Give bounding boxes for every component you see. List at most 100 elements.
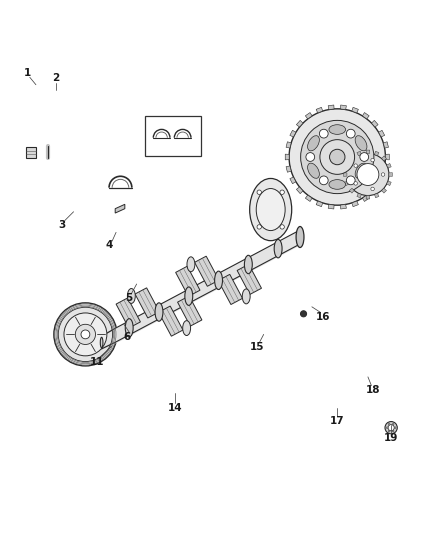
Ellipse shape <box>307 163 319 179</box>
Ellipse shape <box>256 189 285 231</box>
Ellipse shape <box>242 289 250 304</box>
Circle shape <box>257 190 261 195</box>
Polygon shape <box>345 164 349 168</box>
Ellipse shape <box>155 303 163 321</box>
Polygon shape <box>357 151 361 156</box>
Circle shape <box>300 120 374 193</box>
Polygon shape <box>350 156 354 161</box>
Circle shape <box>346 130 355 138</box>
Polygon shape <box>378 177 385 184</box>
Polygon shape <box>290 177 296 184</box>
Ellipse shape <box>307 136 319 151</box>
Ellipse shape <box>215 271 223 289</box>
Text: 15: 15 <box>250 342 265 352</box>
Ellipse shape <box>329 125 346 134</box>
Polygon shape <box>378 130 385 137</box>
Circle shape <box>394 427 396 429</box>
Circle shape <box>257 225 261 229</box>
Circle shape <box>392 423 394 425</box>
Polygon shape <box>286 166 291 172</box>
Polygon shape <box>177 296 202 326</box>
Ellipse shape <box>244 255 252 273</box>
Text: 2: 2 <box>53 73 60 83</box>
Circle shape <box>75 324 95 344</box>
Polygon shape <box>135 288 159 318</box>
Circle shape <box>392 430 394 432</box>
Circle shape <box>388 425 394 431</box>
Circle shape <box>389 423 390 425</box>
Polygon shape <box>366 150 370 154</box>
Circle shape <box>306 152 314 161</box>
Text: 18: 18 <box>366 385 381 395</box>
Circle shape <box>289 109 385 205</box>
Polygon shape <box>345 181 349 185</box>
Polygon shape <box>340 105 346 110</box>
Polygon shape <box>297 187 303 193</box>
Bar <box>145 116 201 156</box>
Ellipse shape <box>329 180 346 189</box>
Polygon shape <box>343 173 347 176</box>
Polygon shape <box>176 266 200 296</box>
Text: 16: 16 <box>316 312 331 322</box>
Polygon shape <box>350 188 354 193</box>
Circle shape <box>64 313 107 356</box>
Polygon shape <box>383 142 389 148</box>
Circle shape <box>329 149 345 165</box>
Polygon shape <box>352 201 358 207</box>
Polygon shape <box>352 107 358 113</box>
Polygon shape <box>362 195 369 201</box>
Polygon shape <box>286 142 291 148</box>
Circle shape <box>280 190 284 195</box>
Text: 11: 11 <box>90 357 105 367</box>
Polygon shape <box>159 306 183 336</box>
Ellipse shape <box>127 288 135 303</box>
Polygon shape <box>357 193 361 198</box>
Ellipse shape <box>187 257 195 272</box>
Polygon shape <box>328 105 334 110</box>
Polygon shape <box>316 201 323 207</box>
Ellipse shape <box>355 136 367 151</box>
Ellipse shape <box>274 239 282 258</box>
Text: 19: 19 <box>384 433 398 443</box>
Circle shape <box>354 164 357 167</box>
Circle shape <box>320 140 355 174</box>
Circle shape <box>381 173 385 176</box>
Text: 4: 4 <box>106 240 113 251</box>
Polygon shape <box>297 120 303 127</box>
Ellipse shape <box>125 319 133 337</box>
Text: 5: 5 <box>125 293 132 303</box>
Polygon shape <box>194 256 219 286</box>
Polygon shape <box>116 298 141 328</box>
Polygon shape <box>385 154 389 160</box>
Polygon shape <box>374 193 379 198</box>
Circle shape <box>81 330 90 339</box>
Circle shape <box>357 164 379 185</box>
Ellipse shape <box>355 163 367 179</box>
Polygon shape <box>387 181 391 185</box>
Bar <box>26 147 36 158</box>
Ellipse shape <box>250 179 292 241</box>
Circle shape <box>360 152 369 161</box>
Circle shape <box>354 182 357 185</box>
Circle shape <box>54 303 117 366</box>
Circle shape <box>319 130 328 138</box>
Circle shape <box>280 225 284 229</box>
Circle shape <box>347 154 389 196</box>
Circle shape <box>389 430 390 432</box>
Circle shape <box>346 176 355 185</box>
Text: 3: 3 <box>59 220 66 230</box>
Polygon shape <box>290 130 296 137</box>
Text: 14: 14 <box>168 402 183 413</box>
Polygon shape <box>371 187 378 193</box>
Polygon shape <box>218 274 243 304</box>
Polygon shape <box>387 164 391 168</box>
Polygon shape <box>374 151 379 156</box>
Circle shape <box>371 158 374 162</box>
Polygon shape <box>328 205 334 209</box>
Polygon shape <box>381 156 386 161</box>
Circle shape <box>371 187 374 191</box>
Polygon shape <box>115 204 125 213</box>
Polygon shape <box>362 112 369 119</box>
Polygon shape <box>237 264 261 294</box>
Circle shape <box>385 422 397 434</box>
